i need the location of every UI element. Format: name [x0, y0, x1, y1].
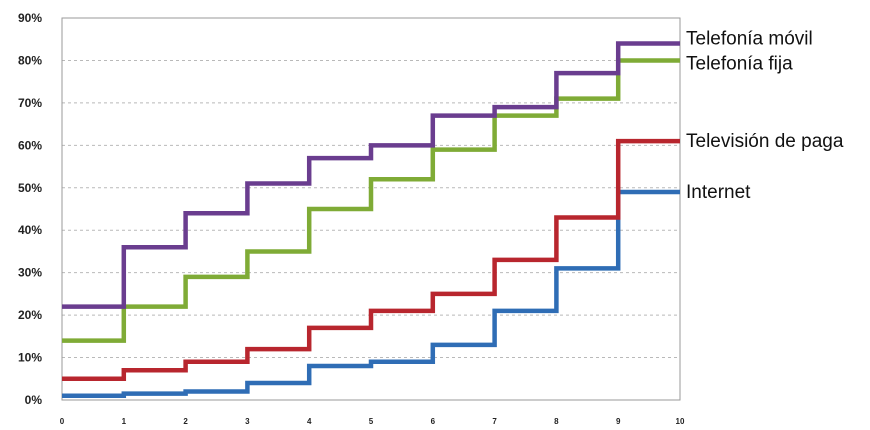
- x-tick-label: 8: [554, 417, 559, 426]
- x-tick-label: 5: [369, 417, 374, 426]
- y-tick-label: 30%: [18, 266, 42, 280]
- x-tick-label: 10: [676, 417, 685, 426]
- legend-entry: Telefonía móvil: [686, 28, 813, 49]
- y-tick-label: 10%: [18, 351, 42, 365]
- plot-frame: [61, 17, 681, 401]
- x-tick-label: 1: [122, 417, 127, 426]
- x-axis-ticks: 0 1 2 3 4 5 6 7 8 9 10: [60, 417, 685, 426]
- x-tick-label: 6: [431, 417, 436, 426]
- y-axis-ticks: 0% 10% 20% 30% 40% 50% 60% 70% 80% 90%: [18, 11, 42, 407]
- x-tick-label: 4: [307, 417, 312, 426]
- y-tick-label: 20%: [18, 308, 42, 322]
- y-tick-label: 90%: [18, 11, 42, 25]
- series-line-2: [62, 138, 680, 382]
- x-tick-label: 3: [245, 417, 250, 426]
- legend-entry: Televisión de paga: [686, 131, 844, 152]
- y-tick-label: 80%: [18, 53, 42, 67]
- y-tick-label: 50%: [18, 181, 42, 195]
- x-tick-label: 7: [492, 417, 497, 426]
- series-line-3: [62, 189, 680, 399]
- x-tick-label: 9: [616, 417, 621, 426]
- legend-entry: Internet: [686, 182, 751, 203]
- x-tick-label: 2: [183, 417, 188, 426]
- y-tick-label: 70%: [18, 96, 42, 110]
- x-tick-label: 0: [60, 417, 65, 426]
- legend-layer: Telefonía móvil Telefonía fija Televisión …: [686, 28, 844, 203]
- series-layer: [62, 41, 680, 399]
- y-tick-label: 0%: [25, 393, 43, 407]
- y-tick-label: 60%: [18, 138, 42, 152]
- legend-entry: Telefonía fija: [686, 53, 793, 74]
- y-tick-label: 40%: [18, 223, 42, 237]
- series-line-0: [62, 41, 680, 309]
